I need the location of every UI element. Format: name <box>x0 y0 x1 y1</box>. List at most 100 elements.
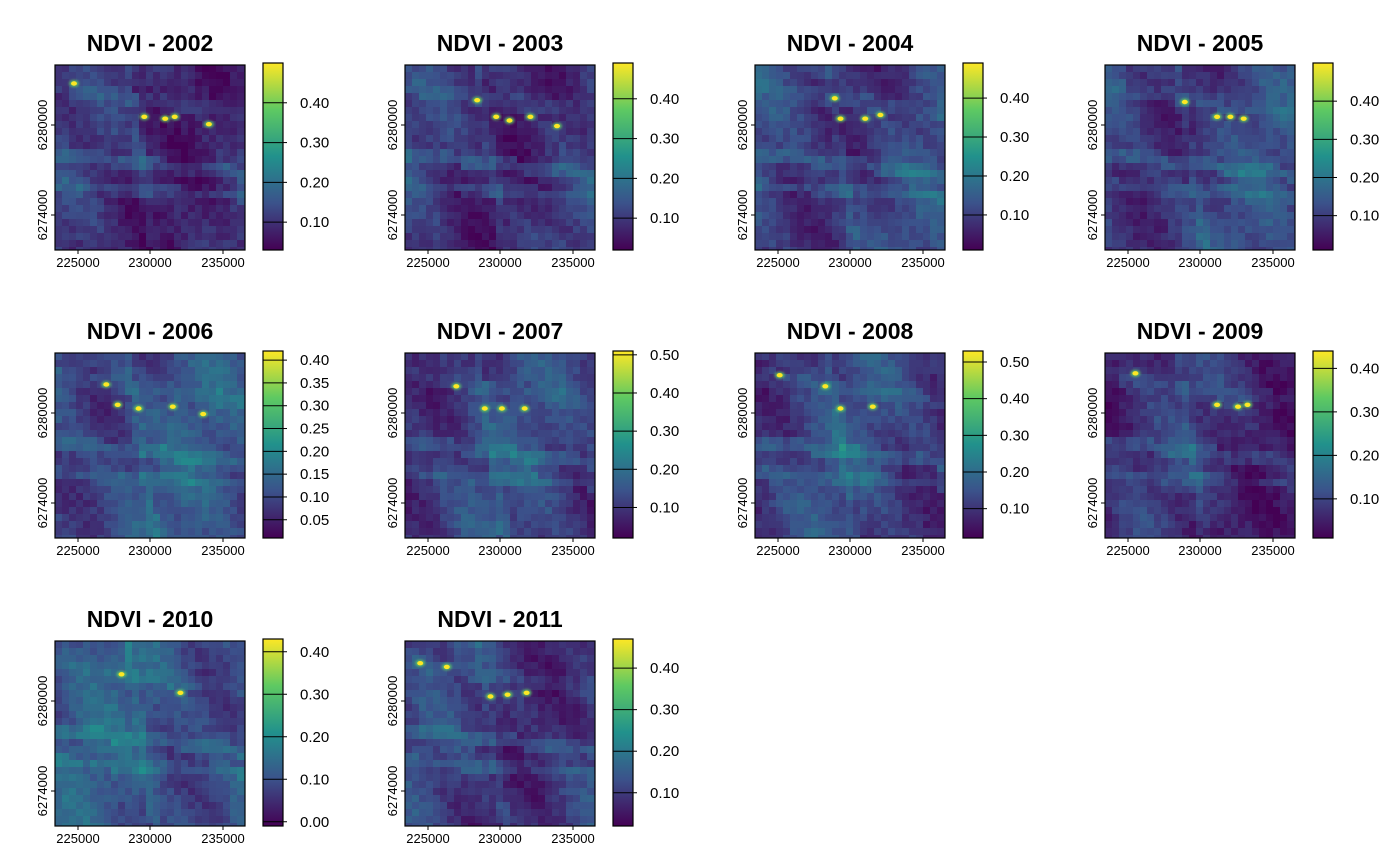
raster-cell <box>209 521 217 529</box>
raster-cell <box>888 184 896 192</box>
raster-cell <box>153 177 161 185</box>
raster-cell <box>769 240 777 248</box>
raster-cell <box>76 86 84 94</box>
colorbar-tick-label: 0.35 <box>300 375 329 392</box>
raster-cell <box>923 219 931 227</box>
raster-cell <box>1224 170 1232 178</box>
raster-cell <box>1224 240 1232 248</box>
raster-cell <box>909 156 917 164</box>
raster-cell <box>230 458 238 466</box>
raster-cell <box>181 535 189 538</box>
raster-cell <box>202 388 210 396</box>
raster-cell <box>482 507 490 515</box>
raster-cell <box>1175 191 1183 199</box>
raster-cell <box>923 198 931 206</box>
raster-cell <box>559 247 567 250</box>
raster-cell <box>1245 226 1253 234</box>
raster-cell <box>559 205 567 213</box>
raster-cell <box>888 72 896 80</box>
raster-cell <box>76 247 84 250</box>
x-tick-label: 230000 <box>478 543 521 558</box>
raster-cell <box>153 219 161 227</box>
raster-cell <box>573 93 581 101</box>
raster-cell <box>146 142 154 150</box>
raster-cell <box>104 395 112 403</box>
raster-cell <box>1189 114 1197 122</box>
raster-cell <box>1252 240 1260 248</box>
raster-cell <box>69 423 77 431</box>
raster-cell <box>1168 142 1176 150</box>
raster-cell <box>1154 149 1162 157</box>
raster-cell <box>125 100 133 108</box>
ndvi-hotspot-core <box>554 123 560 129</box>
raster-cell <box>895 128 903 136</box>
raster-cell <box>223 514 231 522</box>
raster-cell <box>230 367 238 375</box>
raster-cell <box>468 212 476 220</box>
raster-cell <box>69 212 77 220</box>
raster-cell <box>1280 86 1288 94</box>
raster-cell <box>237 444 245 452</box>
raster-cell <box>237 416 245 424</box>
raster-cell <box>111 170 119 178</box>
raster-cell <box>461 191 469 199</box>
raster-cell <box>1161 177 1169 185</box>
raster-cell <box>1252 191 1260 199</box>
raster-cell <box>69 437 77 445</box>
raster-cell <box>419 367 427 375</box>
raster-cell <box>461 528 469 536</box>
raster-cell <box>818 191 826 199</box>
raster-cell <box>1259 121 1267 129</box>
raster-cell <box>489 65 497 73</box>
raster-cell <box>62 437 70 445</box>
raster-cell <box>496 514 504 522</box>
raster-cell <box>1280 219 1288 227</box>
raster-cell <box>902 353 910 361</box>
raster-cell <box>1196 170 1204 178</box>
raster-cell <box>454 72 462 80</box>
raster-cell <box>412 100 420 108</box>
raster-cell <box>797 233 805 241</box>
raster-cell <box>468 521 476 529</box>
raster-cell <box>1231 184 1239 192</box>
raster-cell <box>538 184 546 192</box>
raster-cell <box>1196 191 1204 199</box>
raster-cell <box>790 156 798 164</box>
raster-cell <box>1252 121 1260 129</box>
raster-cell <box>566 472 574 480</box>
raster-cell <box>55 360 63 368</box>
raster-cell <box>797 121 805 129</box>
raster-cell <box>489 128 497 136</box>
raster-cell <box>1273 233 1281 241</box>
raster-cell <box>69 395 77 403</box>
raster-cell <box>76 198 84 206</box>
raster-cell <box>1119 149 1127 157</box>
raster-cell <box>447 486 455 494</box>
raster-cell <box>188 107 196 115</box>
raster-cell <box>125 247 133 250</box>
raster-cell <box>174 472 182 480</box>
raster-cell <box>1196 107 1204 115</box>
raster-cell <box>587 163 595 171</box>
raster-cell <box>1196 135 1204 143</box>
raster-cell <box>69 191 77 199</box>
raster-cell <box>202 184 210 192</box>
raster-cell <box>874 100 882 108</box>
raster-cell <box>412 107 420 115</box>
raster-cell <box>587 184 595 192</box>
raster-cell <box>139 233 147 241</box>
raster-cell <box>104 65 112 73</box>
raster-cell <box>909 388 917 396</box>
raster-cell <box>209 177 217 185</box>
raster-cell <box>1168 93 1176 101</box>
raster-cell <box>90 86 98 94</box>
raster-cell <box>118 479 126 487</box>
raster-cell <box>902 212 910 220</box>
raster-cell <box>860 353 868 361</box>
raster-cell <box>538 521 546 529</box>
raster-cell <box>769 184 777 192</box>
raster-cell <box>461 163 469 171</box>
raster-cell <box>923 93 931 101</box>
raster-cell <box>97 472 105 480</box>
raster-cell <box>510 507 518 515</box>
